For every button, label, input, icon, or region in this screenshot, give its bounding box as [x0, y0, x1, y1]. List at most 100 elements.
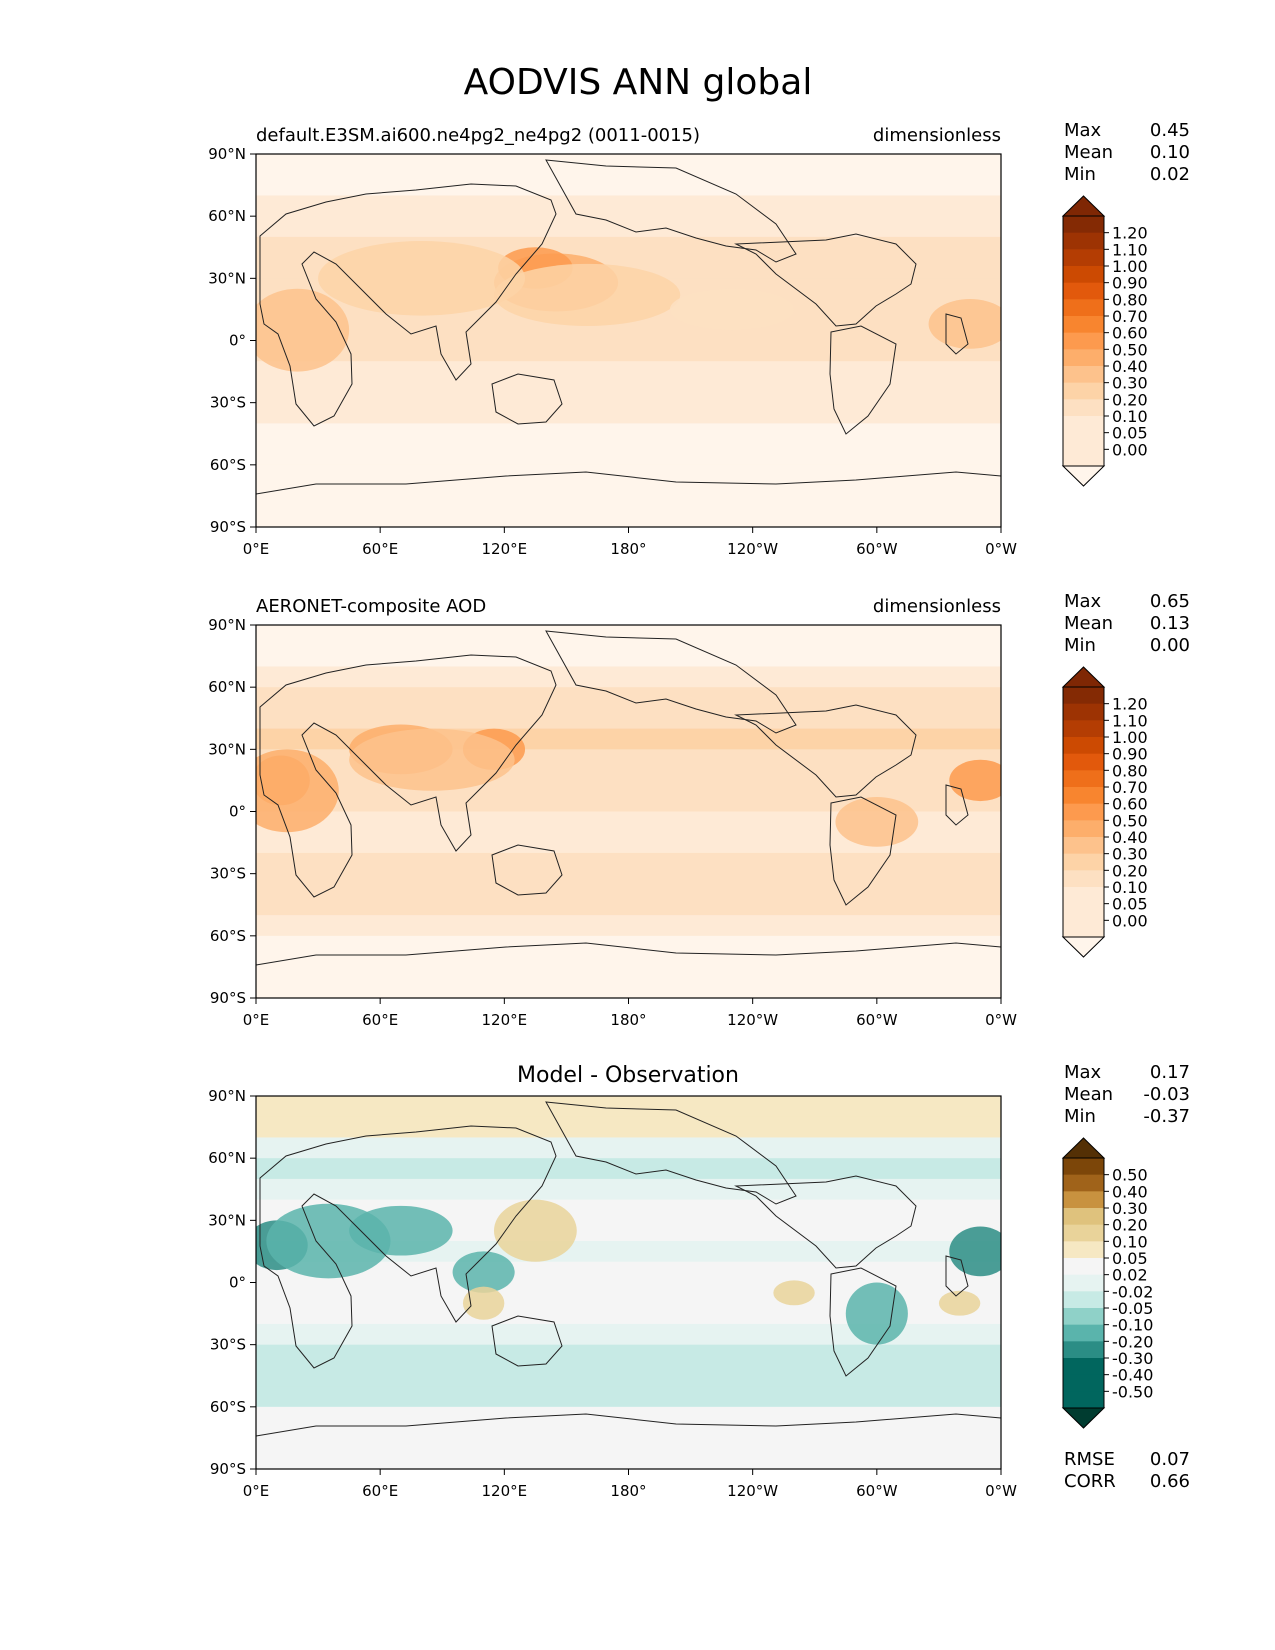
colorbar-segment: [1063, 770, 1104, 788]
panel-diff-corr-label: CORR: [1064, 1471, 1116, 1492]
field-band: [256, 154, 1001, 176]
colorbar-tick-label: 0.90: [1112, 274, 1148, 293]
colorbar-segment: [1063, 870, 1104, 888]
colorbar-tick-label: 1.20: [1112, 695, 1148, 714]
panel-diff-metrics: RMSE 0.07 CORR 0.66: [1064, 1449, 1190, 1492]
colorbar-tick-label: -0.20: [1112, 1332, 1153, 1351]
x-tick-label: 0°E: [243, 1482, 270, 1500]
field-band: [256, 625, 1001, 647]
colorbar-segment: [1063, 737, 1104, 755]
coastline: [545, 159, 797, 263]
coastline: [256, 471, 1001, 495]
panel-model-min-label: Min: [1064, 164, 1096, 185]
panel-diff-ticks: 0°E 60°E 120°E 180° 120°W 60°W 0°W 90°N 60°N 30°N…: [208, 1087, 1017, 1500]
colorbar-tick-label: 0.50: [1112, 811, 1148, 830]
y-tick-label: 0°: [229, 332, 246, 350]
panel-obs: AERONET-composite AOD dimensionless 0°E 6…: [208, 591, 1190, 1029]
colorbar-segment: [1063, 920, 1104, 938]
colorbar-tick-label: 0.05: [1112, 424, 1148, 443]
colorbar-segment: [1063, 1358, 1104, 1376]
field-band: [256, 1261, 1001, 1283]
colorbar-tick-label: -0.02: [1112, 1282, 1153, 1301]
colorbar-tick-label: 0.05: [1112, 1249, 1148, 1268]
field-band: [256, 174, 1001, 196]
colorbar-segment: [1063, 1208, 1104, 1226]
colorbar-tick-label: 1.10: [1112, 240, 1148, 259]
colorbar-segment: [1063, 316, 1104, 334]
field-band: [256, 1406, 1001, 1429]
y-tick-label: 90°S: [210, 1460, 246, 1478]
colorbar-segment: [1063, 1224, 1104, 1242]
panel-obs-coastlines: [256, 630, 1001, 966]
x-tick-label: 0°E: [243, 1011, 270, 1029]
colorbar-extend-min: [1061, 936, 1106, 958]
x-tick-label: 0°W: [985, 1011, 1017, 1029]
y-tick-label: 60°N: [208, 1149, 246, 1167]
panel-model: default.E3SM.ai600.ne4pg2_ne4pg2 (0011-0…: [208, 120, 1190, 558]
coastline: [829, 1267, 897, 1377]
colorbar-tick-label: 0.40: [1112, 1182, 1148, 1201]
field-band: [256, 1137, 1001, 1159]
field-band: [256, 915, 1001, 937]
field-band: [256, 319, 1001, 341]
colorbar-segment: [1063, 1241, 1104, 1259]
panel-diff-rmse-value: 0.07: [1150, 1449, 1190, 1470]
colorbar-tick-label: 0.30: [1112, 845, 1148, 864]
colorbar-tick-label: 0.30: [1112, 1199, 1148, 1218]
coastline: [545, 1101, 797, 1205]
x-tick-label: 60°E: [362, 540, 398, 558]
colorbar-tick-label: 0.40: [1112, 828, 1148, 847]
x-tick-label: 0°E: [243, 540, 270, 558]
coastline: [256, 942, 1001, 966]
panel-model-max-label: Max: [1064, 120, 1102, 141]
colorbar-tick-label: 0.70: [1112, 307, 1148, 326]
y-tick-label: 90°S: [210, 518, 246, 536]
x-tick-label: 120°E: [482, 1482, 528, 1500]
field-band: [256, 361, 1001, 383]
colorbar-tick-label: 0.50: [1112, 340, 1148, 359]
panel-diff-coastlines: [256, 1101, 1001, 1437]
colorbar-tick-label: 0.90: [1112, 745, 1148, 764]
colorbar-extend-max: [1061, 666, 1106, 688]
field-band: [256, 1158, 1001, 1180]
colorbar-segment: [1063, 399, 1104, 417]
colorbar-tick-label: 1.20: [1112, 224, 1148, 243]
panel-obs-max-label: Max: [1064, 591, 1102, 612]
coastline: [734, 704, 917, 798]
panel-diff-max-label: Max: [1064, 1062, 1102, 1083]
panel-obs-min-value: 0.00: [1150, 635, 1190, 656]
colorbar-segment: [1063, 1391, 1104, 1409]
coastline: [829, 325, 897, 435]
coastline: [491, 1315, 563, 1367]
field-anomaly: [256, 749, 339, 833]
colorbar-segment: [1063, 853, 1104, 871]
field-band: [256, 1096, 1001, 1118]
field-anomaly: [493, 1199, 577, 1262]
field-anomaly: [928, 299, 1001, 349]
panel-obs-field: [256, 625, 1001, 998]
x-tick-label: 120°W: [727, 1482, 778, 1500]
coastline: [491, 373, 563, 425]
panel-obs-colorbar: 1.201.101.000.900.800.700.600.500.400.30…: [1061, 666, 1148, 958]
colorbar-segment: [1063, 216, 1104, 234]
field-band: [256, 464, 1001, 487]
colorbar-segment: [1063, 837, 1104, 855]
colorbar-segment: [1063, 753, 1104, 771]
field-anomaly: [493, 263, 681, 326]
y-tick-label: 30°S: [210, 1336, 246, 1354]
y-tick-label: 30°N: [208, 1211, 246, 1229]
field-anomaly: [452, 1251, 515, 1293]
panel-model-max-value: 0.45: [1150, 120, 1190, 141]
colorbar-segment: [1063, 1158, 1104, 1176]
field-band: [256, 977, 1001, 998]
colorbar-segment: [1063, 416, 1104, 434]
field-anomaly: [938, 1290, 981, 1316]
colorbar-tick-label: 0.10: [1112, 407, 1148, 426]
y-tick-label: 0°: [229, 803, 246, 821]
colorbar-segment: [1063, 887, 1104, 905]
field-band: [256, 1116, 1001, 1138]
figure-title: AODVIS ANN global: [464, 62, 813, 103]
x-tick-label: 180°: [610, 540, 646, 558]
panel-model-mean-value: 0.10: [1150, 142, 1190, 163]
x-tick-label: 60°W: [856, 1482, 898, 1500]
